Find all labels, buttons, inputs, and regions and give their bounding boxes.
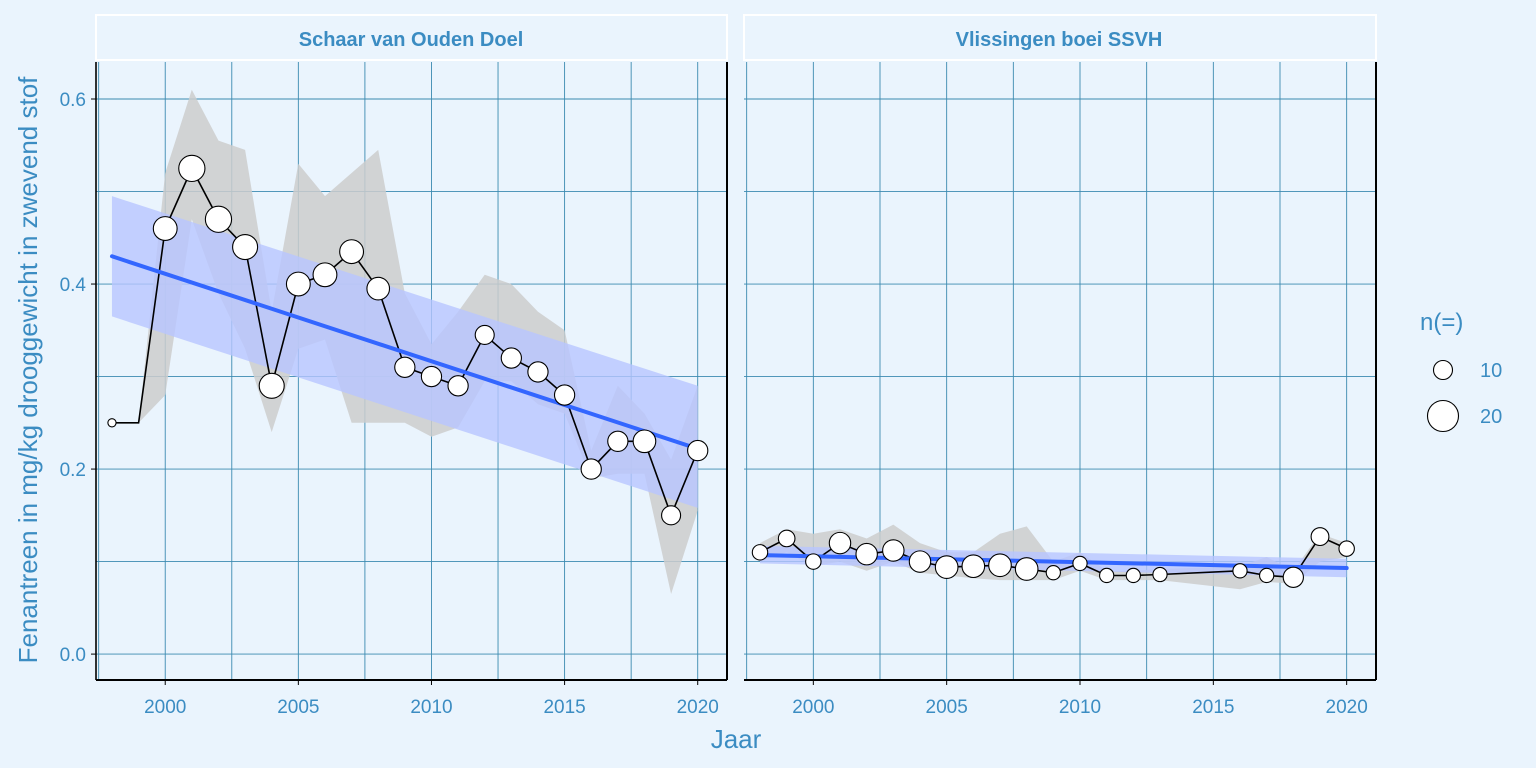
data-point: [580, 458, 602, 480]
x-axis-panel-1: 2000 2005 2010 2015 2020: [144, 680, 719, 718]
data-point: [988, 553, 1012, 578]
data-point: [553, 384, 576, 406]
data-point: [855, 542, 878, 566]
data-point: [777, 529, 796, 548]
data-point: [1014, 557, 1039, 581]
panel-vlissingen-boei-ssvh: [744, 62, 1377, 681]
data-point: [178, 154, 206, 183]
y-axis-title: Fenantreen in mg/kg drooggewicht in zwev…: [13, 76, 43, 664]
data-point: [1045, 565, 1061, 581]
x-tick-label: 2010: [410, 697, 452, 718]
y-tick-label: 0.0: [60, 645, 86, 666]
x-tick-label: 2000: [144, 697, 186, 718]
trend-line: [109, 254, 700, 451]
x-tick-label: 2015: [543, 697, 585, 718]
data-point: [339, 239, 365, 265]
data-point: [607, 430, 629, 452]
data-point: [474, 324, 495, 345]
data-point: [420, 365, 443, 388]
data-point: [500, 347, 522, 369]
data-point: [152, 216, 178, 241]
data-point: [1152, 566, 1168, 583]
data-point: [232, 233, 259, 261]
data-point: [527, 361, 549, 383]
data-point: [751, 544, 769, 561]
data-point: [1072, 555, 1088, 572]
legend-label: 10: [1480, 360, 1502, 382]
y-tick-label: 0.4: [60, 275, 87, 296]
y-tick-label: 0.6: [60, 90, 86, 111]
data-point: [447, 375, 469, 397]
panel-title-1: Schaar van Ouden Doel: [299, 29, 524, 51]
data-point: [258, 372, 285, 399]
data-point: [366, 276, 391, 301]
data-point: [1282, 566, 1304, 588]
x-axis-title: Jaar: [711, 724, 762, 754]
data-point: [828, 531, 852, 555]
data-point: [107, 418, 117, 428]
x-axis-panel-2: 2000 2005 2010 2015 2020: [792, 680, 1368, 718]
data-point: [687, 439, 709, 462]
panel-strip-2: [743, 14, 1377, 61]
data-point: [394, 356, 416, 378]
legend-title: n(=): [1420, 309, 1463, 336]
y-axis: 0.0 0.2 0.4 0.6: [60, 90, 96, 666]
data-point: [882, 539, 905, 562]
data-point: [908, 550, 932, 573]
data-point: [632, 429, 657, 454]
x-tick-label: 2005: [926, 697, 968, 718]
x-tick-label: 2020: [677, 697, 719, 718]
legend-key-circle: [1432, 359, 1454, 381]
data-point: [661, 505, 682, 526]
data-point: [204, 205, 233, 233]
data-point: [934, 555, 959, 579]
panel-strip-1: [95, 14, 728, 61]
data-point: [805, 553, 822, 570]
x-tick-label: 2015: [1192, 697, 1234, 718]
legend: n(=) 10 20: [1420, 309, 1502, 433]
data-point: [312, 262, 338, 288]
legend-key-circle: [1426, 399, 1460, 433]
legend-label: 20: [1480, 406, 1502, 428]
data-point: [1310, 527, 1330, 547]
data-point: [285, 271, 311, 297]
legend-keys: 10 20: [1426, 359, 1502, 433]
x-tick-label: 2005: [277, 697, 319, 718]
panel-title-2: Vlissingen boei SSVH: [956, 29, 1163, 51]
data-point: [1099, 567, 1115, 584]
y-tick-label: 0.2: [60, 460, 86, 481]
x-tick-label: 2020: [1326, 697, 1368, 718]
x-tick-label: 2010: [1059, 697, 1101, 718]
x-tick-label: 2000: [792, 697, 834, 718]
panel-schaar-van-ouden-doel: [95, 62, 728, 681]
data-point: [961, 554, 986, 579]
data-point: [1338, 540, 1355, 557]
data-point: [1125, 567, 1141, 584]
data-point: [1232, 563, 1248, 579]
data-point: [1259, 567, 1275, 584]
